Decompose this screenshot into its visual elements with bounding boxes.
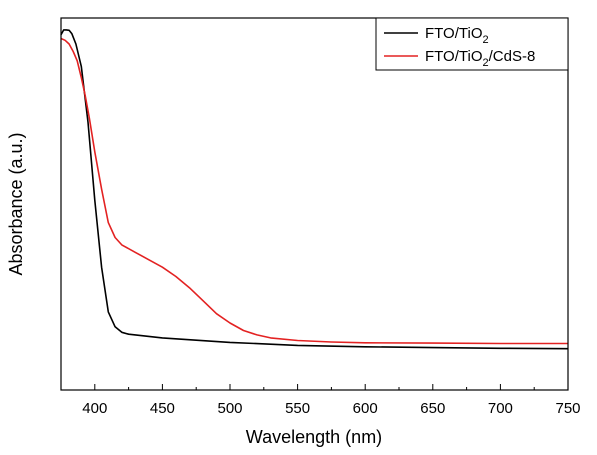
- plot-frame: [60, 17, 569, 391]
- series-line-fto-tio2-cds-8: [60, 37, 568, 345]
- x-axis-tick-labels: 400 450 500 550 600 650 700 750: [82, 400, 580, 417]
- legend-label-fto-tio2: FTO/TiO2: [425, 25, 489, 46]
- x-tick-label-750: 750: [555, 400, 580, 417]
- legend-label-fto-tio2-sub: 2: [483, 34, 489, 46]
- y-axis-title: Absorbance (a.u.): [6, 132, 26, 275]
- legend: FTO/TiO2 FTO/TiO2/CdS-8: [375, 17, 569, 71]
- legend-label-fto-tio2-cds-8-main: FTO/TiO: [425, 48, 483, 65]
- legend-label-fto-tio2-cds-8-sub: 2: [483, 57, 489, 69]
- legend-label-fto-tio2-main: FTO/TiO: [425, 25, 483, 42]
- x-tick-label-550: 550: [285, 400, 310, 417]
- legend-label-fto-tio2-cds-8: FTO/TiO2/CdS-8: [425, 48, 535, 69]
- x-axis-ticks: [94, 384, 569, 390]
- x-tick-label-450: 450: [150, 400, 175, 417]
- plot-lines: [60, 29, 569, 350]
- x-tick-label-700: 700: [488, 400, 513, 417]
- legend-box: [375, 17, 569, 71]
- x-tick-label-650: 650: [420, 400, 445, 417]
- legend-label-fto-tio2-cds-8-tail: /CdS-8: [489, 48, 536, 65]
- series-line-fto-tio2: [60, 29, 569, 350]
- x-axis-title: Wavelength (nm): [246, 427, 382, 447]
- x-tick-label-500: 500: [217, 400, 242, 417]
- x-tick-label-400: 400: [82, 400, 107, 417]
- x-tick-label-600: 600: [353, 400, 378, 417]
